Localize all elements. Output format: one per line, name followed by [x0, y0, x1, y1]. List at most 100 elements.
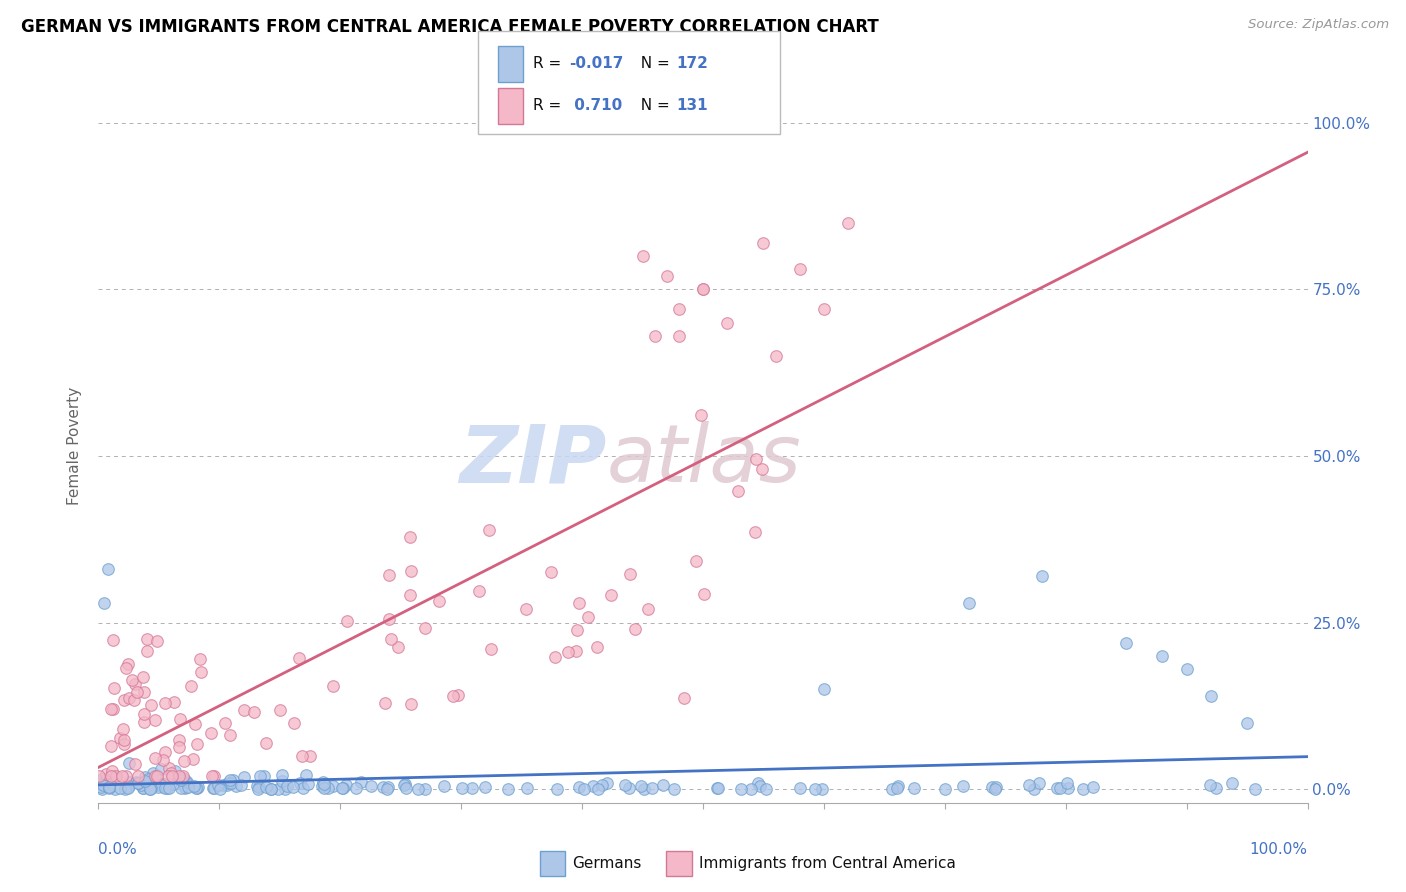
- Point: [748, 779, 770, 793]
- Point: [374, 697, 396, 711]
- Point: [157, 761, 180, 775]
- Point: [100, 739, 122, 754]
- Point: [984, 781, 1007, 796]
- Point: [952, 779, 974, 793]
- Point: [706, 781, 728, 796]
- Point: [254, 736, 277, 750]
- Point: [108, 731, 131, 745]
- Point: [112, 693, 135, 707]
- Text: 100.0%: 100.0%: [1250, 842, 1308, 857]
- Point: [221, 776, 243, 790]
- Point: [145, 778, 167, 792]
- Point: [267, 781, 290, 796]
- Point: [201, 769, 224, 783]
- Point: [332, 781, 354, 796]
- Point: [662, 781, 685, 796]
- Text: N =: N =: [631, 98, 675, 113]
- Point: [186, 780, 208, 795]
- Point: [170, 780, 193, 795]
- Point: [215, 778, 238, 792]
- Point: [288, 776, 311, 790]
- Point: [156, 769, 179, 783]
- Point: [765, 349, 787, 363]
- Text: 0.710: 0.710: [569, 98, 623, 113]
- Point: [1236, 715, 1258, 730]
- Point: [105, 769, 128, 783]
- Point: [630, 779, 652, 793]
- Point: [242, 706, 264, 720]
- Point: [413, 621, 436, 635]
- Point: [260, 781, 283, 796]
- Point: [572, 781, 595, 796]
- Point: [136, 632, 159, 647]
- Point: [160, 766, 183, 780]
- Point: [433, 779, 456, 793]
- Point: [132, 706, 155, 721]
- Point: [231, 778, 253, 792]
- Point: [174, 780, 197, 795]
- Point: [652, 778, 675, 792]
- Point: [752, 235, 775, 250]
- Point: [94, 776, 117, 790]
- Point: [114, 660, 136, 674]
- Point: [316, 780, 339, 795]
- Point: [692, 282, 714, 296]
- Point: [1152, 649, 1174, 664]
- Point: [373, 780, 395, 795]
- Point: [180, 679, 202, 693]
- Point: [1057, 780, 1080, 795]
- Point: [377, 780, 399, 794]
- Text: -0.017: -0.017: [569, 56, 624, 71]
- Point: [124, 677, 146, 691]
- Point: [117, 780, 139, 795]
- Point: [1018, 778, 1040, 792]
- Point: [124, 757, 146, 772]
- Point: [170, 772, 193, 787]
- Point: [880, 781, 903, 796]
- Point: [152, 780, 174, 795]
- Point: [516, 781, 538, 796]
- Point: [145, 634, 167, 648]
- Point: [111, 769, 134, 783]
- Point: [288, 650, 311, 665]
- Point: [97, 562, 120, 576]
- Point: [297, 777, 319, 791]
- Point: [1049, 781, 1071, 796]
- Point: [232, 770, 254, 784]
- Point: [134, 770, 156, 784]
- Point: [586, 781, 609, 796]
- Point: [399, 530, 422, 544]
- Point: [202, 780, 225, 795]
- Point: [118, 756, 141, 771]
- Point: [132, 774, 155, 789]
- Point: [1115, 636, 1137, 650]
- Point: [139, 698, 162, 713]
- Point: [117, 657, 139, 671]
- Point: [789, 780, 811, 795]
- Text: Immigrants from Central America: Immigrants from Central America: [699, 856, 956, 871]
- Point: [132, 780, 155, 795]
- Point: [176, 775, 198, 789]
- Point: [336, 614, 359, 628]
- Point: [380, 632, 402, 646]
- Point: [153, 696, 176, 710]
- Point: [184, 717, 207, 731]
- Point: [744, 525, 766, 540]
- Point: [90, 776, 112, 790]
- Point: [190, 665, 212, 679]
- Point: [1175, 662, 1198, 676]
- Point: [270, 774, 292, 789]
- Point: [344, 781, 367, 796]
- Point: [283, 716, 305, 731]
- Point: [145, 769, 167, 783]
- Point: [132, 670, 155, 684]
- Point: [330, 780, 353, 795]
- Point: [624, 622, 647, 636]
- Point: [706, 781, 728, 796]
- Point: [1056, 776, 1078, 790]
- Point: [322, 679, 344, 693]
- Point: [139, 782, 162, 797]
- Point: [378, 567, 401, 582]
- Point: [441, 689, 464, 703]
- Point: [132, 684, 155, 698]
